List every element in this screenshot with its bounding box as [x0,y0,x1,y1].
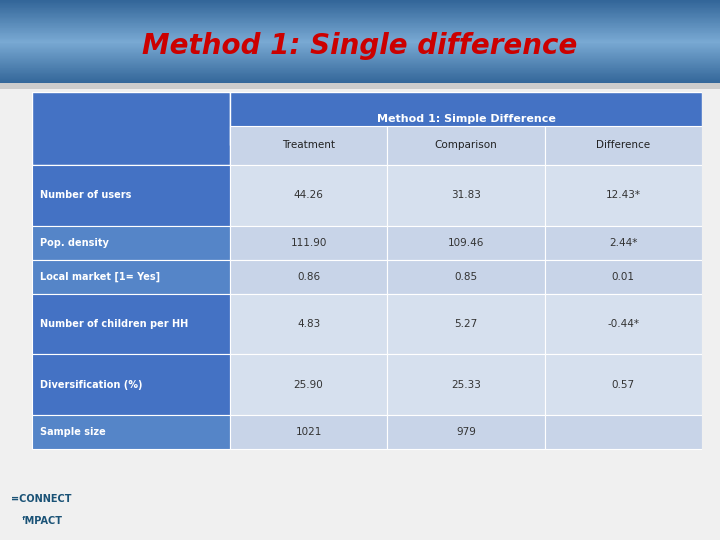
FancyBboxPatch shape [230,260,387,294]
Text: 109.46: 109.46 [448,238,484,248]
FancyBboxPatch shape [387,165,544,226]
FancyBboxPatch shape [230,226,387,260]
FancyBboxPatch shape [230,165,387,226]
Text: Number of children per HH: Number of children per HH [40,319,189,329]
FancyBboxPatch shape [230,415,387,449]
FancyBboxPatch shape [387,294,544,354]
Text: 4.83: 4.83 [297,319,320,329]
Text: Method 1: Simple Difference: Method 1: Simple Difference [377,113,555,124]
FancyBboxPatch shape [32,226,230,260]
FancyBboxPatch shape [32,294,230,354]
Text: 111.90: 111.90 [290,238,327,248]
Text: -0.44*: -0.44* [608,319,639,329]
FancyBboxPatch shape [387,125,544,165]
Text: 0.57: 0.57 [612,380,635,389]
FancyBboxPatch shape [32,260,230,294]
FancyBboxPatch shape [387,260,544,294]
FancyBboxPatch shape [230,92,702,145]
Text: Local market [1= Yes]: Local market [1= Yes] [40,272,161,282]
Text: 5.27: 5.27 [454,319,477,329]
Text: 1021: 1021 [295,427,322,437]
Text: =CONNECT: =CONNECT [11,495,71,504]
Text: Treatment: Treatment [282,140,335,150]
Text: Pop. density: Pop. density [40,238,109,248]
FancyBboxPatch shape [230,125,387,165]
FancyBboxPatch shape [544,294,702,354]
FancyBboxPatch shape [32,92,230,165]
Text: 31.83: 31.83 [451,191,481,200]
FancyBboxPatch shape [544,125,702,165]
Text: Comparison: Comparison [435,140,498,150]
Text: 12.43*: 12.43* [606,191,641,200]
FancyBboxPatch shape [230,294,387,354]
FancyBboxPatch shape [32,415,230,449]
Text: 2.44*: 2.44* [609,238,637,248]
FancyBboxPatch shape [230,354,387,415]
Text: 0.01: 0.01 [612,272,635,282]
Text: Difference: Difference [596,140,650,150]
FancyBboxPatch shape [544,260,702,294]
Text: 0.85: 0.85 [454,272,477,282]
Text: Sample size: Sample size [40,427,106,437]
Text: 44.26: 44.26 [294,191,323,200]
Text: 25.90: 25.90 [294,380,323,389]
Text: 0.86: 0.86 [297,272,320,282]
FancyBboxPatch shape [544,415,702,449]
FancyBboxPatch shape [32,354,230,415]
Text: 979: 979 [456,427,476,437]
FancyBboxPatch shape [544,226,702,260]
Text: ᶠMPACT: ᶠMPACT [22,516,63,526]
FancyBboxPatch shape [387,415,544,449]
Text: 25.33: 25.33 [451,380,481,389]
FancyBboxPatch shape [544,354,702,415]
FancyBboxPatch shape [544,165,702,226]
Text: Diversification (%): Diversification (%) [40,380,143,389]
FancyBboxPatch shape [387,226,544,260]
Text: Method 1: Single difference: Method 1: Single difference [143,32,577,60]
FancyBboxPatch shape [32,165,230,226]
Text: Number of users: Number of users [40,191,132,200]
FancyBboxPatch shape [387,354,544,415]
